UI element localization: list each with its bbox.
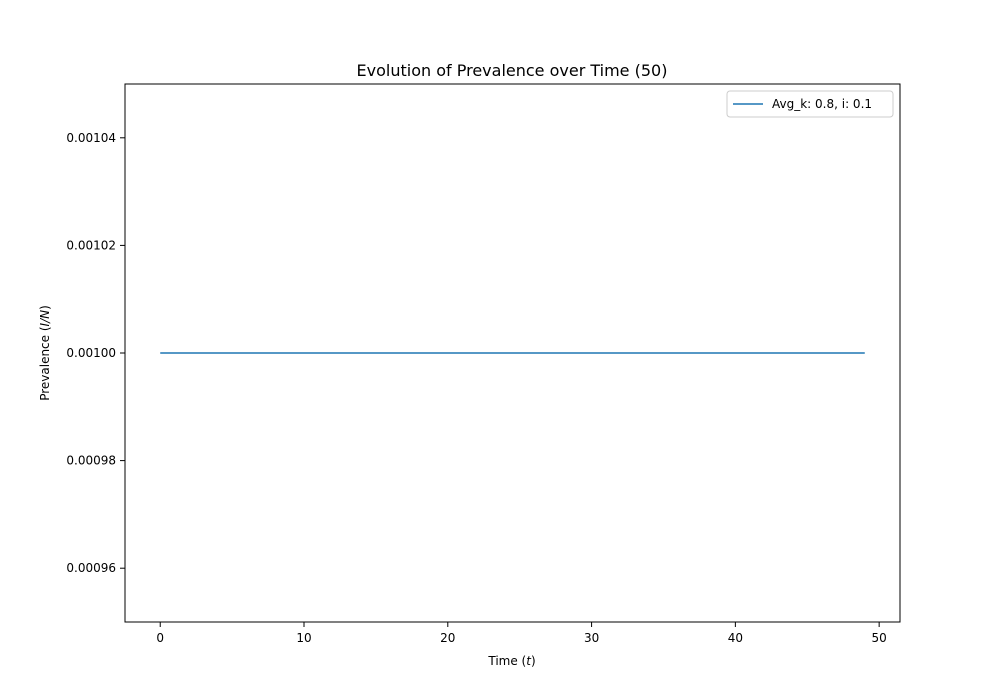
y-tick-label: 0.00100 [66, 346, 116, 360]
y-tick-label: 0.00104 [66, 131, 116, 145]
y-tick-label: 0.00098 [66, 454, 116, 468]
x-tick-label: 50 [872, 631, 887, 645]
x-tick-label: 0 [156, 631, 164, 645]
legend: Avg_k: 0.8, i: 0.1 [726, 90, 894, 118]
y-tick-label: 0.00102 [66, 238, 116, 252]
chart-title: Evolution of Prevalence over Time (50) [357, 61, 668, 80]
x-axis: 0 10 20 30 40 50 [156, 622, 887, 645]
y-tick-label: 0.00096 [66, 561, 116, 575]
legend-label: Avg_k: 0.8, i: 0.1 [772, 97, 872, 111]
y-axis-label: Prevalence (I/N) [38, 305, 52, 401]
x-tick-label: 10 [296, 631, 311, 645]
x-tick-label: 30 [584, 631, 599, 645]
x-axis-label: Time (t) [487, 654, 535, 668]
legend-box [726, 90, 894, 118]
x-tick-label: 20 [440, 631, 455, 645]
x-tick-label: 40 [728, 631, 743, 645]
y-axis: 0.00096 0.00098 0.00100 0.00102 0.00104 [66, 131, 125, 575]
